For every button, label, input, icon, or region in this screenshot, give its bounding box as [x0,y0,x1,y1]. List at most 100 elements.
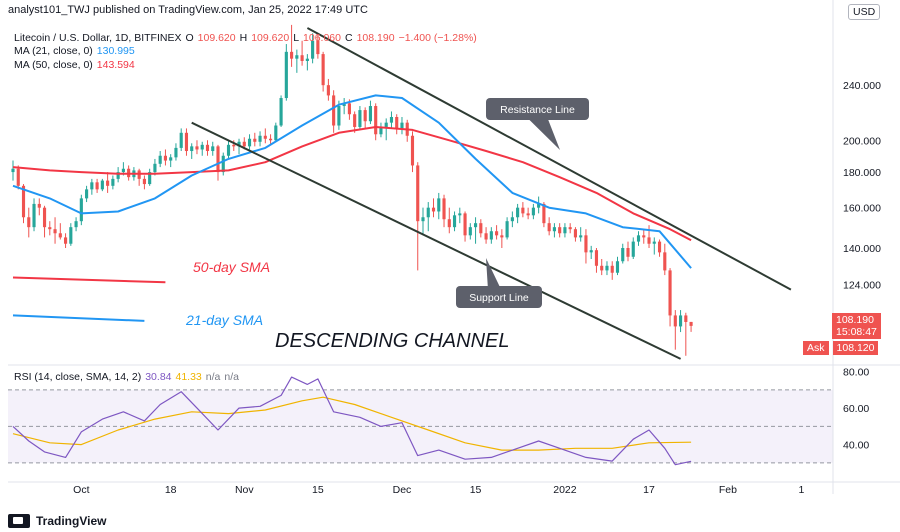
publish-header: analyst101_TWJ published on TradingView.… [8,4,368,16]
candle-body [200,144,204,150]
candle-body [495,231,499,236]
close-value: 108.190 [356,31,395,44]
high-value: 109.620 [251,31,290,44]
footer-brand[interactable]: TradingView [8,514,106,528]
candle-body [111,178,115,186]
candle-body [332,95,336,126]
candle-body [547,223,551,232]
candle-body [452,215,457,228]
resistance-callout-text: Resistance Line [500,104,575,116]
candle-body [79,198,83,222]
candle-body [484,233,488,240]
candle-body [426,207,430,218]
axes: 240.000 200.000 180.000 160.000 140.000 124.0… [8,0,900,496]
candle-body [232,144,236,147]
candle-body [85,189,89,199]
ma50-line [12,126,692,242]
support-callout: Support Line [456,258,542,308]
candle-body [32,203,36,228]
ohlc-row: Litecoin / U.S. Dollar, 1D, BITFINEX O 10… [14,31,477,45]
candle-body [421,217,425,222]
support-callout-text: Support Line [469,292,529,304]
close-label: C [345,31,353,44]
candle-body [216,146,220,173]
rsi-pane [8,376,833,466]
last-price-value: 108.190 [836,314,874,326]
candle-body [305,58,309,61]
candle-body [500,235,504,238]
candle-body [337,106,341,126]
price-tick-label: 200.000 [843,135,881,147]
time-tick-label: 15 [312,484,324,496]
candle-body [190,146,194,152]
candle-body [374,106,378,135]
candle-body [321,54,325,86]
candle-body [689,321,693,326]
candle-body [647,237,651,244]
price-tick-label: 240.000 [843,80,881,92]
ma21-row[interactable]: MA (21, close, 0) 130.995 [14,45,477,59]
symbol-label[interactable]: Litecoin / U.S. Dollar, 1D, BITFINEX [14,31,182,44]
candle-body [342,103,346,107]
candle-body [668,270,672,316]
time-tick-label: 15 [470,484,482,496]
rsi-tick-label: 60.00 [843,403,869,415]
time-tick-label: Nov [235,484,254,496]
sma21-annotation: 21-day SMA [185,312,263,328]
candle-body [521,207,525,214]
candle-body [106,180,110,186]
candle-body [489,231,493,240]
candle-body [437,198,441,212]
candle-body [353,114,357,127]
resistance-callout-pointer [527,118,560,150]
candle-body [184,132,189,152]
candle-body [153,163,157,173]
price-tick-label: 160.000 [843,203,881,215]
rsi-na-2: n/a [224,371,239,383]
rsi-sma-line [12,396,692,451]
candle-body [479,223,483,234]
candle-body [121,168,125,173]
rsi-label: RSI (14, close, SMA, 14, 2) [14,371,142,383]
candle-body [274,125,278,141]
candle-body [311,40,315,59]
candle-body [636,235,641,242]
sma50-annotation: 50-day SMA [193,259,270,275]
candle-body [42,207,47,228]
candle-body [631,241,635,257]
candle-body [363,110,367,122]
brand-name: TradingView [36,514,107,528]
ma21-line [12,94,692,269]
currency-button[interactable]: USD [848,4,881,20]
candle-body [573,229,578,238]
countdown-value: 15:08:47 [836,326,877,338]
candle-body [558,227,562,234]
time-tick-label: Feb [719,484,737,496]
candle-body [253,138,257,142]
price-tick-label: 180.000 [843,167,881,179]
price-tick-label: 140.000 [843,243,881,255]
candle-body [621,248,625,262]
candle-body [368,106,373,122]
candle-body [505,221,509,238]
candle-body [221,155,225,173]
candle-body [663,252,667,271]
time-tick-label: 17 [643,484,655,496]
resistance-line [306,27,792,291]
candle-body [657,241,662,253]
candle-body [673,315,677,327]
rsi-legend[interactable]: RSI (14, close, SMA, 14, 2) 30.84 41.33 … [14,371,239,383]
candle-body [205,144,210,152]
ma50-row[interactable]: MA (50, close, 0) 143.594 [14,58,477,72]
ask-tag: Ask 108.120 [803,341,879,355]
sma21-legend-line [12,314,145,322]
time-tick-label: Oct [73,484,89,496]
ask-label: Ask [803,341,829,355]
candle-body [284,51,288,99]
candle-body [258,135,262,142]
candle-body [263,135,267,139]
candle-body [69,227,73,244]
candle-body [579,235,583,238]
price-pane-bg [8,28,833,362]
